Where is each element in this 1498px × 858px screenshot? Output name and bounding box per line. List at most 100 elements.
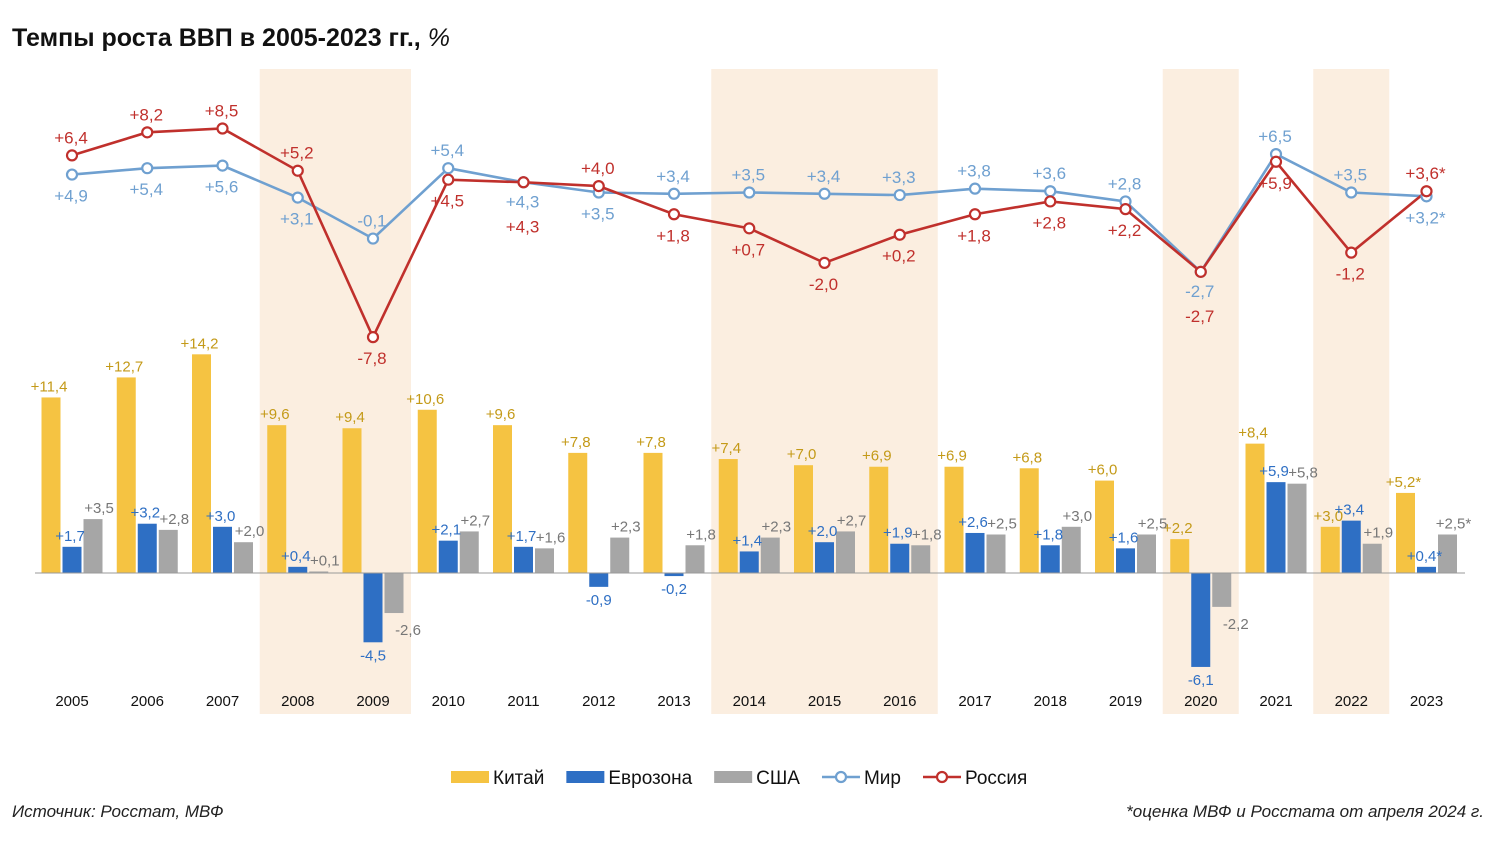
bar-series-layer: [41, 354, 1457, 667]
x-axis-ticks: 2005 2006 2007 2008 2009 2010 2011 2012 2013 2014…: [55, 693, 1443, 710]
line-label-Мир-2017: +3,8: [957, 162, 991, 181]
bar-Еврозона-2009: [363, 573, 383, 643]
legend-label-Китай: Китай: [493, 768, 544, 789]
point-Мир-2007: [216, 159, 229, 172]
bar-label-Китай-2016: +6,9: [862, 448, 892, 465]
bar-label-США-2023: +2,5*: [1436, 516, 1472, 533]
bar-Китай-2016: [869, 466, 889, 573]
point-Россия-2019: [1119, 203, 1132, 216]
bar-label-США-2022: +1,9: [1363, 525, 1393, 542]
highlight-band-2022: [1313, 69, 1390, 714]
line-label-Россия-2019: +2,2: [1108, 221, 1142, 240]
bar-label-Еврозона-2020: -6,1: [1188, 672, 1214, 689]
point-Мир-2008: [291, 191, 304, 204]
bar-label-США-2013: +1,8: [686, 526, 716, 543]
bar-Еврозона-2017: [965, 532, 985, 573]
point-Мир-2017: [968, 182, 982, 195]
line-label-Мир-2022: +3,5: [1333, 166, 1367, 185]
x-tick-2019: 2019: [1109, 693, 1142, 710]
bar-США-2018: [1061, 526, 1081, 573]
x-tick-2007: 2007: [206, 693, 239, 710]
source-note: Источник: Росстат, МВФ: [12, 802, 224, 821]
bar-США-2006: [158, 529, 178, 573]
bar-label-США-2012: +2,3: [611, 519, 641, 536]
x-tick-2020: 2020: [1184, 693, 1217, 710]
point-Мир-2009: [366, 232, 380, 245]
legend-swatch-Китай: [451, 771, 489, 783]
point-Мир-2013: [667, 187, 681, 200]
point-Россия-2012: [592, 180, 605, 193]
line-label-Мир-2016: +3,3: [882, 168, 916, 187]
bar-Китай-2022: [1320, 526, 1340, 573]
bar-Китай-2014: [718, 459, 738, 573]
legend-marker-Мир: [834, 770, 848, 784]
bar-label-Еврозона-2022: +3,4: [1334, 502, 1364, 519]
bar-Китай-2013: [643, 452, 663, 573]
x-tick-2016: 2016: [883, 693, 916, 710]
bar-label-Еврозона-2006: +3,2: [130, 505, 160, 522]
bar-label-США-2021: +5,8: [1288, 465, 1318, 482]
x-tick-2015: 2015: [808, 693, 841, 710]
line-label-Россия-2022: -1,2: [1336, 265, 1365, 284]
bar-США-2023: [1438, 534, 1457, 573]
line-label-Россия-2021: +5,9: [1258, 174, 1292, 193]
bar-США-2005: [83, 519, 103, 573]
bar-Еврозона-2005: [62, 546, 82, 573]
line-label-Мир-2023: +3,2*: [1405, 208, 1446, 227]
bar-label-Еврозона-2008: +0,4: [281, 548, 311, 565]
bar-label-Китай-2023: +5,2*: [1386, 474, 1422, 491]
bar-Еврозона-2016: [890, 543, 910, 573]
line-label-Мир-2009: -0,1: [357, 212, 386, 231]
bar-label-США-2015: +2,7: [837, 512, 867, 529]
bar-label-Еврозона-2023: +0,4*: [1407, 548, 1443, 565]
point-Мир-2022: [1345, 186, 1358, 199]
line-label-Мир-2006: +5,4: [129, 180, 163, 199]
bar-label-Еврозона-2014: +1,4: [732, 532, 762, 549]
bar-label-Еврозона-2012: -0,9: [586, 592, 612, 609]
x-tick-2022: 2022: [1335, 693, 1368, 710]
highlight-band-2015: [786, 69, 863, 714]
bar-label-Китай-2020: +2,2: [1163, 520, 1193, 537]
x-tick-2008: 2008: [281, 693, 314, 710]
bar-Еврозона-2006: [137, 523, 157, 573]
bar-label-Китай-2014: +7,4: [711, 440, 741, 457]
bar-label-Китай-2012: +7,8: [561, 434, 591, 451]
point-Мир-2014: [743, 186, 756, 199]
bar-Китай-2019: [1095, 480, 1114, 573]
footnote: *оценка МВФ и Росстата от апреля 2024 г.: [1126, 802, 1484, 821]
bar-label-США-2008: +0,1: [310, 552, 340, 569]
line-label-Мир-2010: +5,4: [430, 141, 464, 160]
bar-США-2019: [1137, 534, 1156, 573]
point-Россия-2014: [743, 222, 756, 235]
bar-Еврозона-2015: [815, 542, 834, 573]
bar-label-Китай-2022: +3,0: [1313, 508, 1343, 525]
bar-Еврозона-2021: [1266, 482, 1286, 573]
bar-Еврозона-2008: [288, 566, 308, 573]
point-Мир-2005: [65, 168, 79, 181]
bar-США-2010: [459, 531, 479, 573]
bar-Еврозона-2018: [1040, 545, 1060, 573]
bar-Еврозона-2023: [1417, 566, 1436, 573]
line-label-Мир-2015: +3,4: [807, 167, 841, 186]
legend-label-Еврозона: Еврозона: [608, 768, 692, 789]
point-Россия-2009: [366, 331, 380, 344]
line-label-Россия-2009: -7,8: [357, 349, 386, 368]
bar-label-Еврозона-2016: +1,9: [883, 525, 913, 542]
title-unit: %: [427, 24, 450, 52]
bar-Китай-2010: [417, 409, 437, 573]
bar-Еврозона-2022: [1341, 520, 1361, 573]
point-Мир-2006: [141, 162, 154, 175]
x-tick-2010: 2010: [432, 693, 465, 710]
bar-Китай-2021: [1245, 443, 1265, 573]
bar-Еврозона-2007: [213, 526, 232, 573]
bar-Китай-2023: [1396, 492, 1415, 573]
bar-label-Еврозона-2010: +2,1: [431, 522, 461, 539]
line-label-Россия-2006: +8,2: [129, 105, 163, 124]
bar-Китай-2006: [116, 377, 136, 573]
bar-label-Еврозона-2007: +3,0: [206, 508, 236, 525]
bar-США-2017: [986, 534, 1006, 573]
bar-label-Китай-2011: +9,6: [486, 406, 516, 423]
x-tick-2021: 2021: [1259, 693, 1292, 710]
x-tick-2012: 2012: [582, 693, 615, 710]
